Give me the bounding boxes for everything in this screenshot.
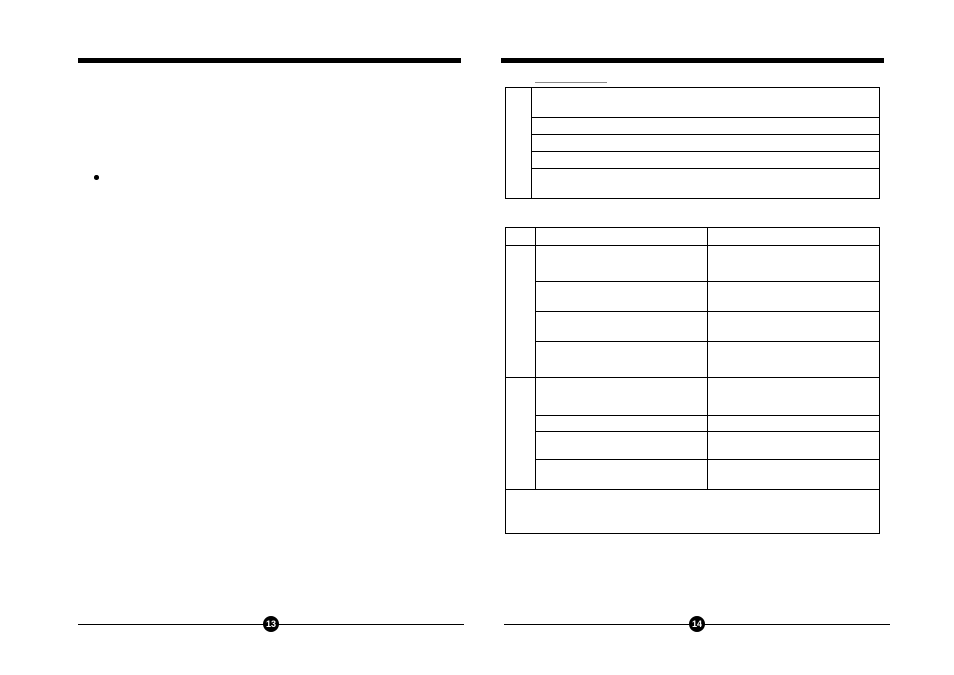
t2-cell <box>536 378 708 416</box>
t1-row <box>532 152 880 169</box>
t1-row <box>532 118 880 135</box>
t2-cell <box>536 416 708 432</box>
t1-row <box>532 88 880 118</box>
right-page <box>501 58 884 534</box>
t1-side <box>506 88 532 199</box>
section-label <box>535 75 607 83</box>
t2-corner <box>506 228 536 246</box>
t2-cell <box>536 342 708 378</box>
page-number-right: 14 <box>689 616 705 632</box>
t2-side <box>506 246 536 378</box>
t2-cell <box>708 312 880 342</box>
t2-cell <box>708 342 880 378</box>
t2-cell <box>536 460 708 490</box>
t2-cell <box>708 460 880 490</box>
t2-head <box>536 228 708 246</box>
t2-cell <box>708 432 880 460</box>
page-number-left: 13 <box>263 616 279 632</box>
t2-side <box>506 378 536 490</box>
table-2 <box>505 227 880 534</box>
t2-cell <box>536 312 708 342</box>
t2-cell <box>536 246 708 282</box>
t2-cell <box>708 282 880 312</box>
t2-cell <box>536 432 708 460</box>
t2-footer <box>506 490 880 534</box>
t2-cell <box>708 246 880 282</box>
t2-cell <box>708 378 880 416</box>
table-1 <box>505 87 880 199</box>
t1-row <box>532 135 880 152</box>
left-page <box>78 58 461 534</box>
right-top-rule <box>501 58 884 63</box>
t2-cell <box>536 282 708 312</box>
t2-head <box>708 228 880 246</box>
t1-row <box>532 169 880 199</box>
t2-cell <box>708 416 880 432</box>
left-top-rule <box>78 58 461 63</box>
